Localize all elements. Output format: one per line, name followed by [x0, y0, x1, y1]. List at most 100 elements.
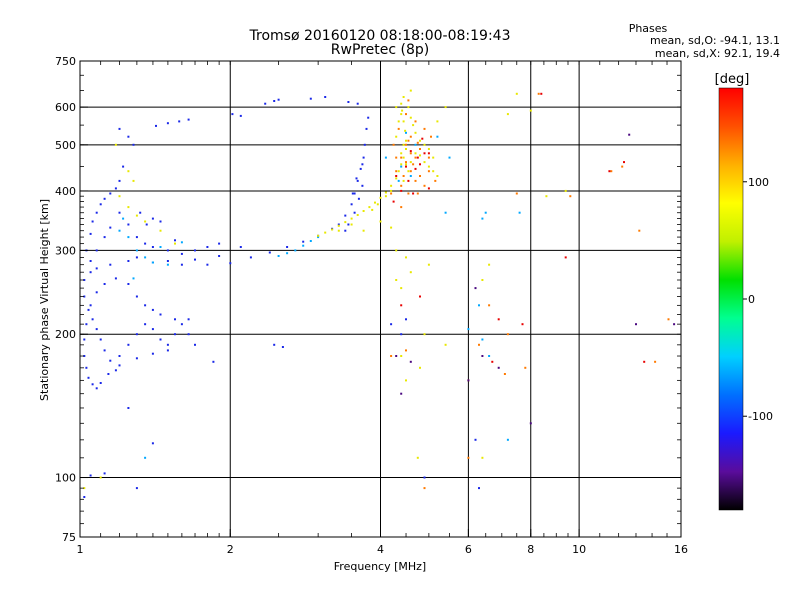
data-point [628, 133, 631, 136]
data-point [405, 143, 407, 146]
data-point [174, 318, 176, 321]
data-point [151, 352, 154, 355]
data-point [127, 236, 130, 239]
data-point [419, 139, 421, 142]
data-point [540, 92, 543, 95]
data-point [427, 263, 430, 266]
data-point [212, 360, 215, 363]
data-point [409, 175, 412, 177]
data-point [355, 177, 358, 180]
data-point [122, 217, 125, 220]
x-tick-label: 6 [465, 543, 472, 556]
data-point [166, 122, 169, 125]
data-point [174, 333, 176, 336]
data-point [317, 234, 320, 237]
data-point [159, 313, 162, 316]
data-point [356, 214, 359, 216]
data-point [379, 220, 382, 223]
data-point [109, 192, 112, 195]
data-point [506, 113, 509, 116]
y-tick-label: 300 [55, 244, 76, 257]
data-point [409, 89, 412, 92]
data-point [414, 156, 417, 159]
data-point [423, 127, 426, 130]
data-point [405, 256, 407, 259]
data-point [409, 116, 412, 119]
data-point [491, 360, 494, 363]
data-point [390, 189, 393, 192]
data-point [402, 156, 405, 159]
data-point [436, 120, 439, 123]
data-point [400, 184, 403, 187]
data-point [286, 246, 289, 248]
data-point [144, 256, 147, 259]
data-point [416, 141, 419, 144]
y-tick-label: 100 [55, 472, 76, 485]
data-point [407, 192, 410, 195]
data-point [359, 167, 362, 170]
plot-grid [80, 61, 681, 537]
data-point [127, 223, 130, 226]
data-point [405, 161, 407, 164]
data-point [395, 106, 398, 109]
data-point [397, 127, 400, 130]
data-point [135, 249, 138, 252]
data-point [361, 184, 364, 187]
data-point [635, 323, 637, 326]
data-point [344, 214, 347, 217]
data-point [166, 260, 169, 262]
data-point [407, 179, 410, 182]
data-point [324, 96, 327, 98]
data-point [206, 246, 209, 248]
data-point [144, 242, 147, 245]
data-point [409, 360, 412, 363]
data-point [362, 156, 365, 159]
data-point [419, 175, 421, 177]
data-point [95, 291, 98, 294]
data-point [400, 392, 403, 395]
data-point [423, 152, 426, 155]
data-point [405, 318, 407, 321]
data-point [118, 127, 121, 130]
data-point [409, 161, 412, 164]
data-point [654, 360, 657, 363]
data-point [419, 366, 421, 369]
data-point [448, 156, 451, 159]
data-point [467, 379, 470, 382]
data-point [187, 333, 190, 336]
data-point [118, 364, 121, 367]
data-point [405, 165, 407, 168]
data-point [427, 152, 430, 155]
data-point [395, 170, 398, 173]
data-point [427, 170, 430, 173]
data-point [144, 220, 147, 223]
data-point [132, 277, 135, 280]
data-point [395, 135, 398, 138]
data-point [432, 156, 435, 159]
data-point [151, 261, 154, 264]
data-point [135, 487, 138, 490]
data-point [407, 170, 410, 173]
data-point [404, 129, 407, 132]
data-point [368, 206, 371, 209]
data-point [521, 323, 524, 326]
data-point [89, 232, 92, 235]
data-point [89, 260, 92, 262]
data-point [481, 456, 484, 459]
data-point [371, 208, 374, 211]
data-point [667, 318, 670, 321]
data-point [302, 244, 305, 247]
y-tick-label: 400 [55, 185, 76, 198]
data-point [85, 366, 88, 369]
data-point [608, 170, 611, 173]
data-point [239, 114, 242, 117]
data-point [400, 156, 403, 159]
data-point [506, 333, 509, 336]
data-point [302, 240, 305, 243]
data-point [109, 263, 112, 266]
data-point [356, 179, 359, 182]
data-points [83, 89, 676, 498]
chart-title: Tromsø 20160120 08:18:00-08:19:43 [249, 28, 511, 44]
data-point [405, 113, 407, 116]
data-point [249, 256, 252, 259]
